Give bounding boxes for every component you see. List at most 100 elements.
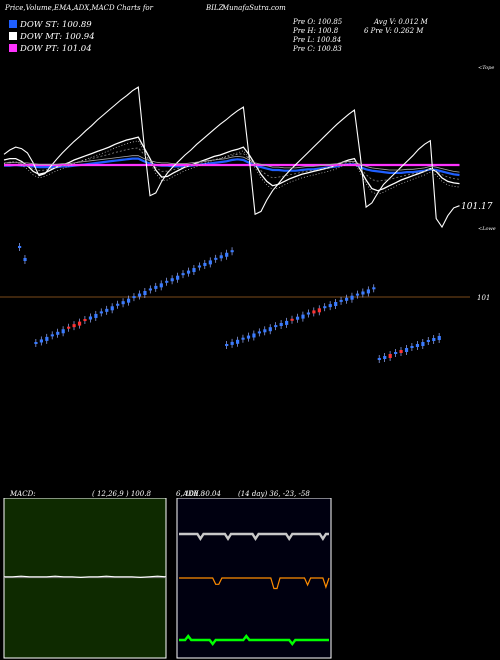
- up-candle: [301, 314, 305, 319]
- up-candle: [181, 273, 185, 276]
- up-candle: [219, 255, 223, 259]
- up-candle: [18, 246, 22, 248]
- up-candle: [415, 344, 420, 347]
- legend-label-pt: DOW PT: 101.04: [20, 44, 92, 54]
- up-candle: [148, 288, 152, 291]
- up-candle: [285, 320, 289, 325]
- macd-chart: [3, 498, 167, 659]
- up-candle: [132, 296, 136, 299]
- legend-dow-mt: DOW MT: 100.94: [9, 32, 95, 43]
- macd-label: MACD:: [10, 490, 36, 498]
- adx-line: [179, 532, 329, 542]
- up-candle: [56, 331, 60, 335]
- prev-low: Pre L: 100.84: [293, 36, 342, 44]
- last-price-label: 101.17: [461, 202, 493, 212]
- up-candle: [105, 308, 109, 312]
- up-candle: [230, 250, 234, 253]
- price-chart: [0, 86, 470, 363]
- up-candle: [236, 339, 240, 344]
- up-candle: [34, 342, 38, 344]
- up-candle: [404, 348, 409, 352]
- legend-label-mt: DOW MT: 100.94: [20, 32, 95, 42]
- legend-swatch-mt: [9, 32, 17, 40]
- up-candle: [23, 258, 27, 261]
- legend-swatch-st: [9, 20, 17, 28]
- level-label: 101: [477, 294, 491, 302]
- up-candle: [241, 337, 245, 340]
- macd-line: [4, 575, 167, 579]
- ema-band-line: [4, 155, 460, 173]
- up-candle: [345, 297, 349, 301]
- up-candle: [186, 270, 191, 274]
- up-candle: [230, 341, 234, 345]
- ema-medium-line: [3, 136, 460, 192]
- up-candle: [137, 293, 142, 297]
- down-candle: [290, 318, 294, 321]
- up-candle: [339, 299, 343, 302]
- up-candle: [252, 333, 256, 338]
- up-candle: [50, 334, 54, 337]
- macd-params: ( 12,26,9 ) 100.8: [92, 490, 151, 498]
- up-candle: [421, 342, 425, 346]
- down-candle: [317, 308, 321, 313]
- ema-dotted-line-2: [3, 140, 460, 195]
- up-candle: [383, 356, 387, 359]
- up-candle: [110, 306, 114, 311]
- prev-high: Pre H: 100.8: [293, 27, 339, 35]
- up-candle: [45, 336, 49, 341]
- up-candle: [361, 291, 365, 295]
- adx-values: (14 day) 36, -23, -58: [238, 490, 310, 498]
- up-candle: [192, 268, 196, 273]
- up-candle: [268, 327, 272, 332]
- macd-diff: -0.04: [203, 490, 221, 498]
- lower-label: <Lowe: [478, 226, 496, 232]
- up-candle: [225, 344, 229, 346]
- up-candle: [214, 257, 218, 260]
- ema-dotted-line: [3, 147, 460, 182]
- di-minus-line: [179, 634, 329, 646]
- up-candle: [165, 280, 169, 283]
- down-candle: [312, 310, 316, 314]
- up-candle: [197, 265, 202, 268]
- up-candle: [328, 304, 332, 308]
- up-candle: [334, 302, 338, 306]
- up-candle: [432, 338, 436, 341]
- up-candle: [323, 306, 327, 309]
- up-candle: [246, 335, 251, 339]
- up-candle: [176, 275, 180, 280]
- up-candle: [88, 316, 93, 320]
- up-candle: [263, 329, 267, 333]
- adx-label: ADX: [183, 490, 199, 498]
- down-candle: [72, 324, 76, 328]
- up-candle: [208, 260, 212, 265]
- up-candle: [257, 331, 261, 334]
- up-candle: [94, 313, 98, 318]
- up-candle: [279, 323, 283, 326]
- up-candle: [274, 325, 278, 328]
- up-candle: [372, 287, 376, 290]
- legend-dow-st: DOW ST: 100.89: [9, 20, 92, 31]
- up-candle: [170, 278, 174, 282]
- adx-chart: [176, 498, 332, 659]
- site-name: MunafaSutra.com: [222, 4, 286, 12]
- legend-label-st: DOW ST: 100.89: [20, 20, 92, 30]
- up-candle: [225, 252, 229, 257]
- down-candle: [67, 326, 71, 329]
- up-candle: [377, 358, 381, 360]
- up-candle: [154, 285, 158, 289]
- down-candle: [388, 354, 392, 358]
- up-candle: [437, 336, 441, 340]
- top-label: <Tope: [478, 65, 495, 71]
- up-candle: [410, 346, 414, 348]
- up-candle: [159, 283, 163, 288]
- up-candle: [127, 298, 131, 303]
- up-candle: [121, 301, 125, 305]
- avg-volume: Avg V: 0.012 M: [374, 18, 428, 26]
- up-candle: [143, 291, 147, 295]
- macd-values: 6, 100.8: [176, 490, 205, 498]
- up-candle: [61, 329, 65, 334]
- prev-open: Pre O: 100.85: [293, 18, 343, 26]
- up-candle: [203, 262, 207, 266]
- up-candle: [350, 295, 354, 300]
- down-candle: [83, 319, 87, 322]
